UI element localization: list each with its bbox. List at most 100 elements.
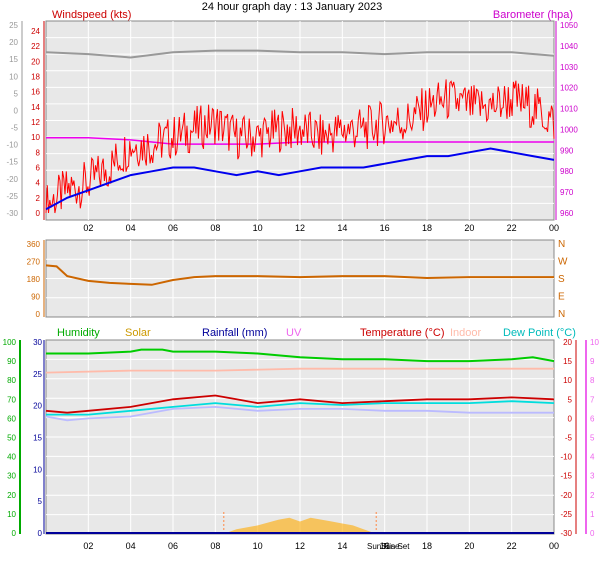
humidity-tick: 80 [7,376,16,385]
temperature-tick: 15 [563,357,572,366]
time-tick-label: 02 [83,541,93,551]
windspeed-axis-label: Windspeed (kts) [52,9,131,21]
uv-tick: 5 [590,434,595,443]
time-tick-label: 12 [295,541,305,551]
direction-degree-tick: 270 [27,258,41,267]
humidity-tick: 100 [3,338,17,347]
rainfall-tick: 0 [38,529,43,538]
windspeed-tick: 22 [31,42,40,51]
uv-tick: 2 [590,491,595,500]
barometer-tick: 980 [560,167,574,176]
barometer-axis-label: Barometer (hpa) [493,9,573,21]
uv-tick: 7 [590,395,595,404]
outer-axis-tick: 0 [14,106,19,115]
outer-axis-tick: 20 [9,38,18,47]
outer-axis-tick: 10 [9,72,18,81]
temperature-humidity-panel: Humidity Solar Rainfall (mm) UV Temperat… [3,327,600,551]
windspeed-tick: 8 [36,148,41,157]
compass-point-tick: E [558,292,565,303]
barometer-tick: 970 [560,188,574,197]
time-tick-label: 04 [126,223,136,233]
outer-axis-tick: -20 [6,175,18,184]
outer-trace-series [45,49,555,59]
rainfall-tick: 20 [33,402,42,411]
windspeed-tick: 14 [31,103,40,112]
barometer-tick: 1040 [560,42,578,51]
outer-axis-tick: 25 [9,21,18,30]
time-tick-label: 16 [380,223,390,233]
barometer-tick: 1050 [560,21,578,30]
legend-temperature: Temperature (°C) [360,327,444,339]
time-tick-label: 00 [549,223,559,233]
sunrise-annotation: Sun Rise [367,542,400,551]
temperature-tick: -10 [560,453,572,462]
uv-tick: 9 [590,357,595,366]
compass-point-tick: W [558,257,568,268]
windspeed-tick: 20 [31,57,40,66]
time-tick-label: 08 [210,541,220,551]
time-tick-label: 06 [168,223,178,233]
humidity-tick: 70 [7,395,16,404]
uv-tick: 4 [590,453,595,462]
outer-axis-tick: -10 [6,141,18,150]
humidity-tick: 0 [12,529,17,538]
time-tick-label: 16 [380,541,390,551]
time-tick-label: 00 [549,541,559,551]
barometer-tick: 1000 [560,125,578,134]
windspeed-tick: 18 [31,73,40,82]
temp-panel-series-0 [46,348,555,363]
wind-gust-series [45,79,555,214]
compass-point-tick: N [558,309,565,320]
outer-axis-tick: -5 [11,124,19,133]
uv-tick: 0 [590,529,595,538]
uv-tick: 8 [590,376,595,385]
humidity-tick: 90 [7,357,16,366]
windspeed-tick: 4 [36,179,41,188]
humidity-tick: 50 [7,434,16,443]
outer-axis-tick: -30 [6,209,18,218]
humidity-tick: 20 [7,491,16,500]
time-tick-label: 22 [507,541,517,551]
direction-degree-tick: 0 [36,310,41,319]
barometer-series [46,137,554,145]
legend-indoor: Indoor [450,327,482,339]
legend-uv: UV [286,327,302,339]
rainfall-tick: 10 [33,465,42,474]
outer-axis-tick: -25 [6,192,18,201]
uv-tick: 3 [590,472,595,481]
direction-degree-tick: 180 [27,275,41,284]
windspeed-tick: 12 [31,118,40,127]
outer-axis-tick: 5 [14,89,19,98]
legend-rainfall: Rainfall (mm) [202,327,267,339]
humidity-tick: 40 [7,453,16,462]
humidity-tick: 30 [7,472,16,481]
temperature-tick: -30 [560,529,572,538]
direction-degree-tick: 90 [31,293,40,302]
windspeed-tick: 0 [36,209,41,218]
temperature-tick: 5 [568,395,573,404]
temperature-tick: -25 [560,510,572,519]
uv-tick: 10 [590,338,599,347]
temperature-tick: 0 [568,414,573,423]
humidity-tick: 60 [7,414,16,423]
temperature-tick: 20 [563,338,572,347]
time-tick-label: 10 [253,223,263,233]
time-tick-label: 14 [337,541,347,551]
time-tick-label: 20 [464,541,474,551]
wind-barometer-panel: Windspeed (kts) Barometer (hpa) 25201510… [6,9,578,233]
time-tick-label: 14 [337,223,347,233]
legend-humidity: Humidity [57,327,100,339]
sunset-annotation: Sun Set [381,542,410,551]
compass-point-tick: N [558,239,565,250]
uv-tick: 6 [590,414,595,423]
windspeed-tick: 10 [31,133,40,142]
barometer-tick: 1030 [560,63,578,72]
rainfall-tick: 15 [33,434,42,443]
barometer-tick: 960 [560,209,574,218]
solar-area-series [225,517,375,533]
compass-point-tick: S [558,274,565,285]
barometer-tick: 990 [560,146,574,155]
rainfall-tick: 30 [33,338,42,347]
windspeed-tick: 2 [36,194,41,203]
